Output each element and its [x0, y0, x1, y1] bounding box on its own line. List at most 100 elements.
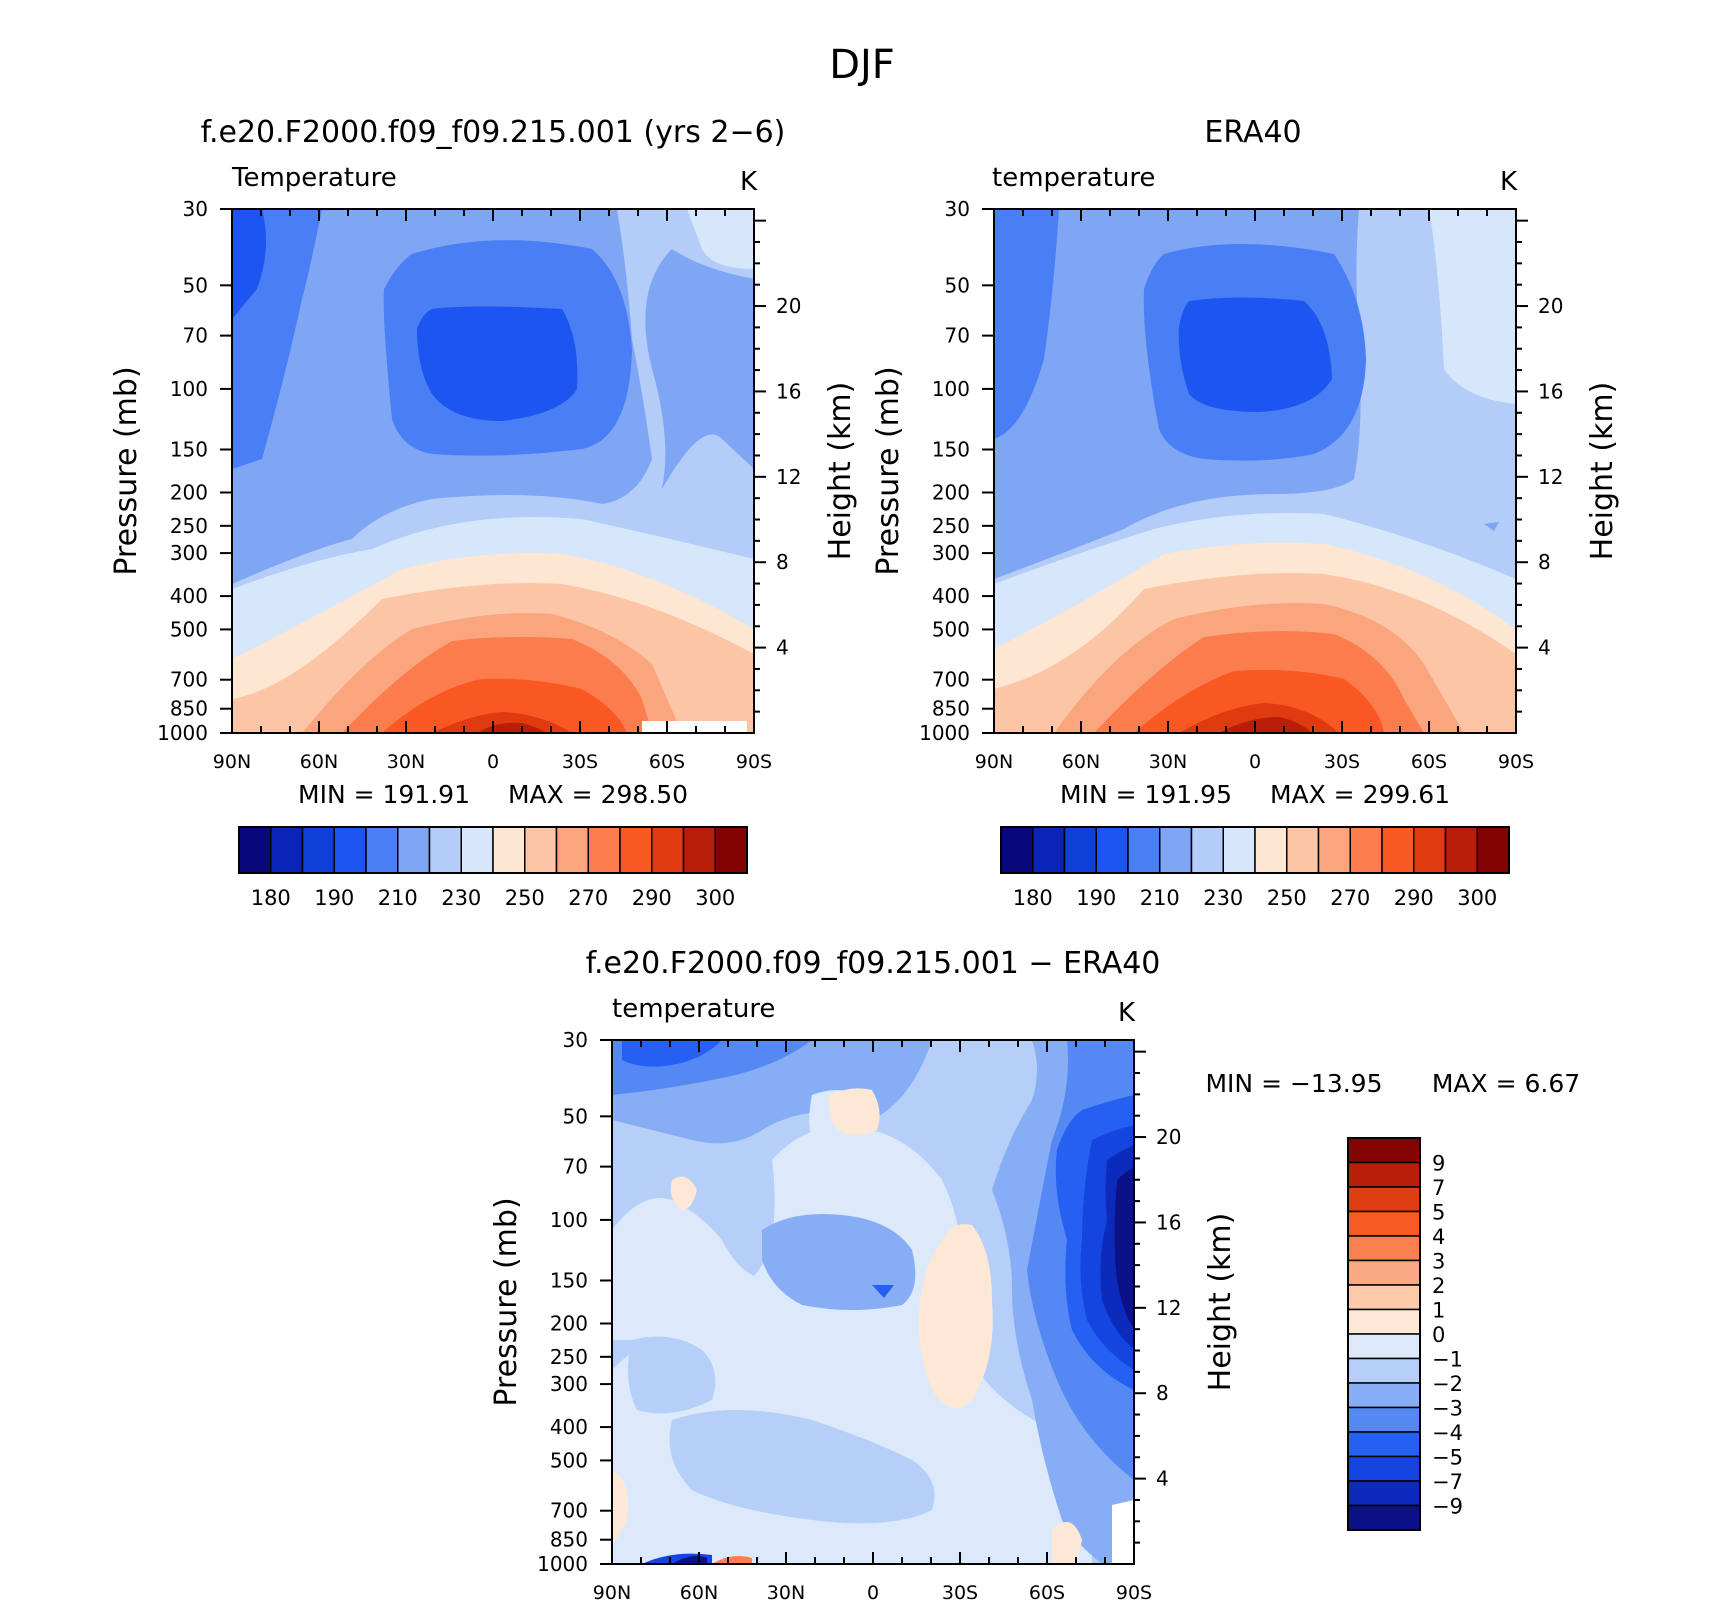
colorbar-swatch [1190, 826, 1224, 874]
colorbar-swatch [1347, 1504, 1421, 1531]
x-tick-label: 30S [942, 1582, 978, 1600]
colorbar-label: −2 [1432, 1372, 1463, 1396]
y-axis-label-right: Height (km) [823, 382, 858, 561]
colorbar-swatch [1254, 826, 1288, 874]
y-tick-label: 300 [170, 541, 208, 565]
y-tick-label: 30 [945, 197, 970, 221]
units-label: K [1118, 998, 1136, 1028]
x-tick-label: 90S [1498, 751, 1534, 773]
colorbar-label: 9 [1432, 1152, 1445, 1176]
y-tick-label: 700 [550, 1499, 588, 1523]
y-tick-label: 100 [932, 377, 970, 401]
x-tick-label: 30S [1324, 751, 1360, 773]
colorbar-swatch [555, 826, 589, 874]
y-tick-label: 50 [945, 273, 970, 297]
colorbar-swatch [492, 826, 526, 874]
max-label: MAX = 299.61 [1270, 780, 1450, 809]
y-right-tick-label: 16 [776, 379, 801, 403]
colorbar-swatch [524, 826, 558, 874]
y-right-tick-label: 8 [776, 550, 789, 574]
panel-title: f.e20.F2000.f09_f09.215.001 − ERA40 [586, 946, 1161, 981]
colorbar-swatch [1317, 826, 1351, 874]
panel-model: f.e20.F2000.f09_f09.215.001 (yrs 2−6) Te… [109, 115, 858, 910]
colorbar-swatch [1127, 826, 1161, 874]
y-right-tick-label: 12 [776, 465, 801, 489]
colorbar-swatch [1381, 826, 1415, 874]
colorbar-swatch [333, 826, 367, 874]
y-right-tick-label: 8 [1156, 1381, 1169, 1405]
colorbar-label: 210 [378, 886, 418, 910]
y-tick-label: 150 [170, 438, 208, 462]
y-right-tick-label: 4 [1538, 636, 1551, 660]
colorbar-label: 230 [441, 886, 481, 910]
variable-label: temperature [612, 994, 775, 1024]
x-tick-label: 60N [1062, 751, 1100, 773]
y-tick-label: 200 [170, 480, 208, 504]
y-right-tick-label: 4 [776, 636, 789, 660]
contour-fill [994, 209, 1516, 733]
colorbar-swatch [619, 826, 653, 874]
colorbar-label: 5 [1432, 1201, 1445, 1225]
variable-label: temperature [992, 163, 1155, 193]
colorbar-label: 230 [1203, 886, 1243, 910]
colorbar-swatch [1347, 1357, 1421, 1384]
colorbar-swatch [1347, 1308, 1421, 1335]
y-tick-label: 200 [550, 1311, 588, 1335]
y-tick-label: 250 [550, 1345, 588, 1369]
colorbar-swatch [1286, 826, 1320, 874]
min-label: MIN = 191.91 [298, 780, 470, 809]
colorbar-swatch [460, 826, 494, 874]
colorbar-swatch [238, 826, 272, 874]
y-right-tick-label: 20 [1538, 294, 1563, 318]
y-tick-label: 150 [932, 438, 970, 462]
colorbar-label: −5 [1432, 1446, 1463, 1470]
max-label: MAX = 6.67 [1432, 1069, 1580, 1098]
colorbar-label: −9 [1432, 1495, 1463, 1519]
colorbar-label: 290 [632, 886, 672, 910]
y-tick-label: 250 [170, 514, 208, 538]
x-tick-label: 90S [1116, 1582, 1152, 1600]
colorbar-swatch [1347, 1455, 1421, 1482]
colorbar-swatch [301, 826, 335, 874]
colorbar-swatch [1347, 1431, 1421, 1458]
y-tick-label: 100 [170, 377, 208, 401]
x-tick-label: 30S [562, 751, 598, 773]
x-tick-label: 60N [300, 751, 338, 773]
x-tick-label: 90N [975, 751, 1013, 773]
y-tick-label: 850 [932, 697, 970, 721]
colorbar-label: 1 [1432, 1299, 1445, 1323]
x-tick-label: 90S [736, 751, 772, 773]
max-label: MAX = 298.50 [508, 780, 688, 809]
colorbar-swatch [1095, 826, 1129, 874]
colorbar-swatch [1159, 826, 1193, 874]
colorbar-swatch [1222, 826, 1256, 874]
colorbar-swatch [1347, 1284, 1421, 1311]
y-tick-label: 500 [932, 617, 970, 641]
colorbar-swatch [1413, 826, 1447, 874]
colorbar-label: 270 [1330, 886, 1370, 910]
y-axis-label-right: Height (km) [1585, 382, 1620, 561]
colorbar-swatch [1347, 1186, 1421, 1213]
units-label: K [740, 167, 758, 197]
colorbar-label: 2 [1432, 1274, 1445, 1298]
x-tick-label: 30N [1149, 751, 1187, 773]
y-right-tick-label: 12 [1156, 1296, 1181, 1320]
y-axis-label: Pressure (mb) [871, 366, 906, 575]
colorbar: 180 190 210 230 250 270 290 300 [238, 826, 748, 910]
colorbar-swatch [428, 826, 462, 874]
y-tick-label: 300 [932, 541, 970, 565]
colorbar-swatch [1347, 1382, 1421, 1409]
y-tick-label: 50 [183, 273, 208, 297]
y-tick-label: 1000 [537, 1552, 588, 1576]
colorbar-label: 250 [1267, 886, 1307, 910]
colorbar-swatch [1347, 1480, 1421, 1507]
colorbar-label: 190 [1076, 886, 1116, 910]
x-tick-label: 30N [767, 1582, 805, 1600]
colorbar-swatch [270, 826, 304, 874]
y-axis-label: Pressure (mb) [489, 1197, 524, 1406]
colorbar-swatch [1349, 826, 1383, 874]
colorbar-label: 300 [1457, 886, 1497, 910]
panel-era40: ERA40 temperature K 90N [871, 115, 1620, 910]
